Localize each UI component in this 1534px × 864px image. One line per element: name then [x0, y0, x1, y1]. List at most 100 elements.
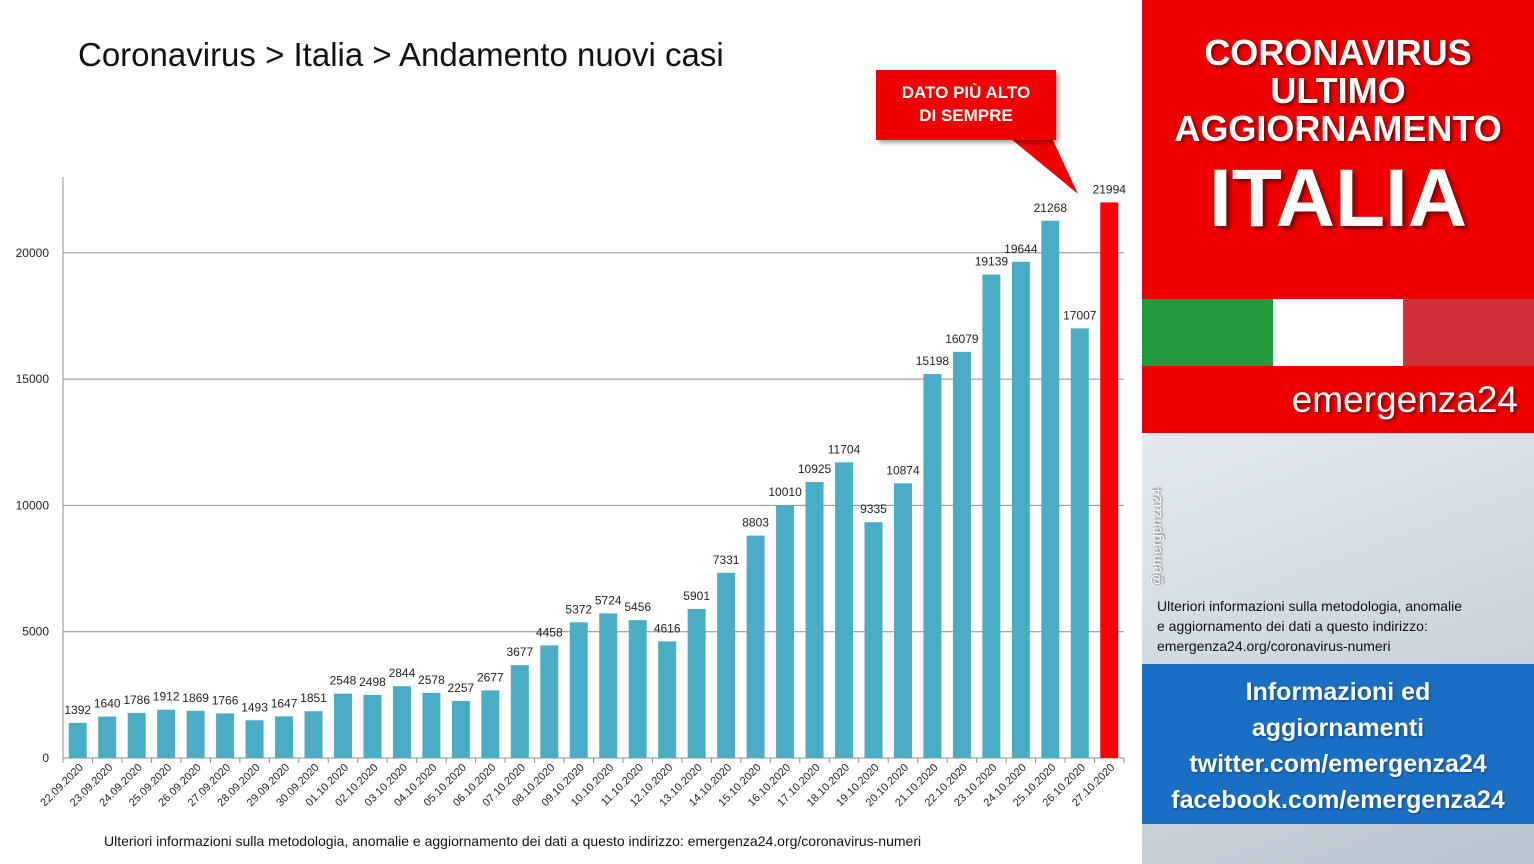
bar [835, 462, 854, 758]
bar [658, 641, 677, 758]
data-label: 16079 [945, 332, 979, 346]
data-label: 2677 [477, 670, 504, 684]
bar [1041, 220, 1060, 758]
bar [392, 686, 411, 758]
bar [746, 535, 765, 758]
data-label: 11704 [828, 442, 861, 456]
data-label: 1493 [241, 700, 268, 714]
y-tick-label: 0 [42, 751, 49, 765]
bar [952, 351, 971, 758]
footer-note: Ulteriori informazioni sulla metodologia… [104, 833, 922, 849]
data-label: 19644 [1004, 242, 1038, 256]
bar [363, 694, 382, 758]
bar [510, 665, 529, 758]
y-tick-label: 20000 [16, 246, 50, 260]
social-links-box: Informazioni ed aggiornamenti twitter.co… [1142, 664, 1534, 824]
bar [275, 716, 294, 758]
data-label: 10925 [798, 462, 832, 476]
data-label: 10874 [886, 463, 920, 477]
data-label: 2578 [418, 673, 445, 687]
data-label: 4458 [536, 625, 563, 639]
methodology-link[interactable]: emergenza24.org/coronavirus-numeri [1157, 638, 1391, 654]
data-label: 1640 [94, 697, 121, 711]
data-label: 1786 [123, 693, 150, 707]
bar [687, 608, 706, 758]
twitter-link[interactable]: twitter.com/emergenza24 [1189, 750, 1487, 778]
methodology-note: Ulteriori informazioni sulla metodologia… [1157, 596, 1517, 656]
bar [186, 710, 205, 758]
data-label: 1392 [64, 703, 91, 717]
data-label: 2548 [330, 674, 357, 688]
bar [717, 572, 736, 758]
bar [304, 711, 323, 758]
bar [127, 712, 146, 758]
flag-green-stripe [1142, 299, 1273, 366]
data-label: 9335 [860, 502, 887, 516]
new-cases-bar-chart: 05000100001500020000139222.09.2020164023… [16, 177, 1127, 809]
y-tick-label: 10000 [16, 498, 50, 512]
data-label: 19139 [975, 255, 1009, 269]
bar [245, 720, 264, 758]
data-label: 2498 [359, 675, 386, 689]
bar [893, 483, 912, 758]
data-label: 1647 [271, 696, 298, 710]
header-line-1: CORONAVIRUS [1204, 32, 1472, 73]
y-tick-label: 5000 [22, 625, 49, 639]
social-handle: @emergenza24 [1148, 488, 1164, 588]
italian-flag [1142, 299, 1534, 366]
bar [481, 690, 500, 758]
update-header: CORONAVIRUS ULTIMO AGGIORNAMENTO ITALIA [1142, 0, 1534, 299]
bar [776, 505, 795, 758]
bar [216, 713, 235, 758]
bar [157, 709, 176, 758]
methodology-line-2: e aggiornamento dei dati a questo indiri… [1157, 618, 1428, 634]
data-label: 1766 [212, 693, 239, 707]
callout-pointer [1010, 138, 1078, 194]
header-line-3: AGGIORNAMENTO [1174, 108, 1502, 149]
bar [451, 700, 470, 758]
data-label: 4616 [654, 621, 681, 635]
bar-highlight [1100, 202, 1119, 759]
bar [628, 620, 647, 758]
data-label: 5372 [565, 602, 592, 616]
data-label: 10010 [768, 485, 802, 499]
data-label: 21994 [1093, 182, 1127, 196]
data-label: 5724 [595, 593, 622, 607]
data-label: 1869 [182, 691, 209, 705]
callout-line-1: DATO PIÙ ALTO [901, 83, 1031, 102]
data-label: 3677 [506, 645, 533, 659]
methodology-line-1: Ulteriori informazioni sulla metodologia… [1157, 598, 1463, 614]
data-label: 15198 [916, 354, 950, 368]
header-country: ITALIA [1208, 153, 1468, 244]
bar [68, 722, 87, 758]
data-label: 7331 [713, 553, 740, 567]
data-label: 1912 [153, 690, 180, 704]
data-label: 5901 [683, 589, 710, 603]
social-line-2: aggiornamenti [1251, 714, 1425, 742]
chart-panel: Coronavirus > Italia > Andamento nuovi c… [15, 36, 1127, 849]
callout-line-2: DI SEMPRE [919, 106, 1013, 125]
record-callout: DATO PIÙ ALTO DI SEMPRE [876, 70, 1056, 140]
bar [569, 622, 588, 758]
page-title: Coronavirus > Italia > Andamento nuovi c… [78, 36, 724, 73]
header-line-2: ULTIMO [1270, 70, 1406, 111]
data-label: 2844 [389, 666, 416, 680]
flag-white-stripe [1272, 299, 1404, 366]
data-label: 17007 [1063, 308, 1097, 322]
social-line-1: Informazioni ed [1245, 678, 1431, 706]
bar [599, 613, 618, 758]
bar [1070, 328, 1089, 758]
facebook-link[interactable]: facebook.com/emergenza24 [1171, 786, 1505, 814]
bar [982, 274, 1001, 758]
bar [805, 482, 824, 758]
bar [923, 374, 942, 758]
flag-red-stripe [1403, 299, 1534, 366]
y-tick-label: 15000 [16, 372, 50, 386]
data-label: 21268 [1034, 201, 1068, 215]
brand-logo: emergenza24 [1142, 366, 1534, 433]
bar [864, 522, 883, 758]
data-label: 2257 [448, 681, 475, 695]
bar [333, 693, 352, 758]
bar [422, 692, 441, 758]
data-label: 1851 [300, 691, 327, 705]
